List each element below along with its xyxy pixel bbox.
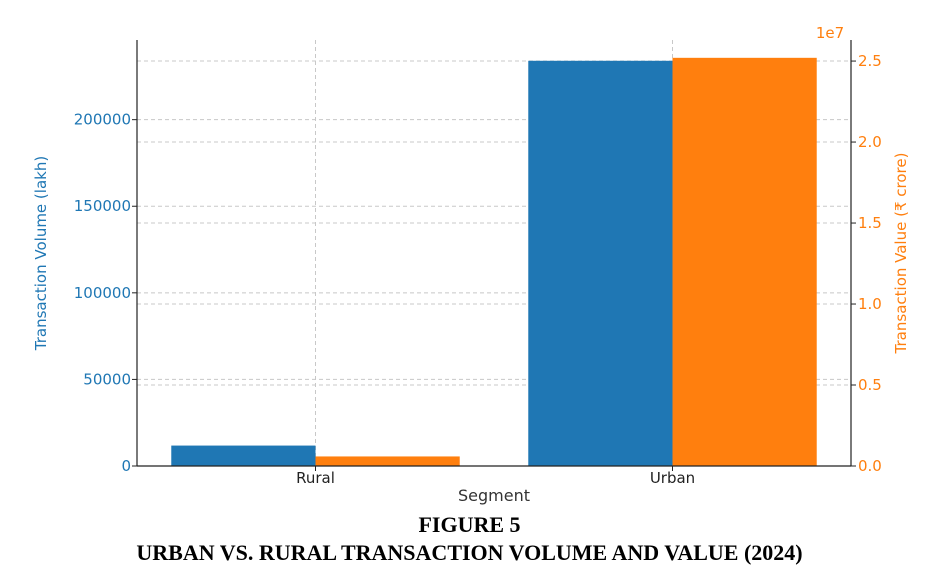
left-axis-label: Transaction Volume (lakh) bbox=[32, 156, 50, 351]
left-tick-label: 0 bbox=[121, 457, 131, 475]
right-axis-ticks: 0.0 0.5 1.0 1.5 2.0 2.5 bbox=[851, 52, 882, 475]
x-tick-label: Rural bbox=[296, 469, 335, 487]
bars bbox=[171, 57, 817, 466]
right-tick-label: 2.0 bbox=[858, 133, 882, 151]
right-tick-label: 1.0 bbox=[858, 295, 882, 313]
figure-title: URBAN VS. RURAL TRANSACTION VOLUME AND V… bbox=[136, 540, 803, 565]
x-tick-label: Urban bbox=[650, 469, 695, 487]
bar-rural-left bbox=[171, 445, 316, 466]
bar-rural-right bbox=[315, 456, 460, 466]
right-axis-label: Transaction Value (₹ crore) bbox=[892, 153, 910, 355]
axes bbox=[136, 40, 852, 467]
left-tick-label: 150000 bbox=[74, 197, 131, 215]
left-tick-label: 50000 bbox=[83, 370, 131, 388]
bar-urban-right bbox=[672, 57, 817, 466]
left-axis-ticks: 0 50000 100000 150000 200000 bbox=[74, 111, 137, 475]
right-tick-label: 0.5 bbox=[858, 376, 882, 394]
x-axis-label: Segment bbox=[458, 486, 530, 505]
right-tick-label: 1.5 bbox=[858, 214, 882, 232]
right-tick-label: 0.0 bbox=[858, 457, 882, 475]
chart: 0 50000 100000 150000 200000 0.0 0.5 1.0 1.5 2.0… bbox=[32, 24, 910, 505]
right-axis-offset-label: 1e7 bbox=[816, 24, 844, 42]
right-tick-label: 2.5 bbox=[858, 52, 882, 70]
bar-urban-left bbox=[528, 60, 673, 466]
left-tick-label: 200000 bbox=[74, 111, 131, 129]
left-tick-label: 100000 bbox=[74, 284, 131, 302]
figure-number: FIGURE 5 bbox=[418, 512, 521, 537]
x-axis-ticks: Rural Urban bbox=[296, 466, 695, 487]
